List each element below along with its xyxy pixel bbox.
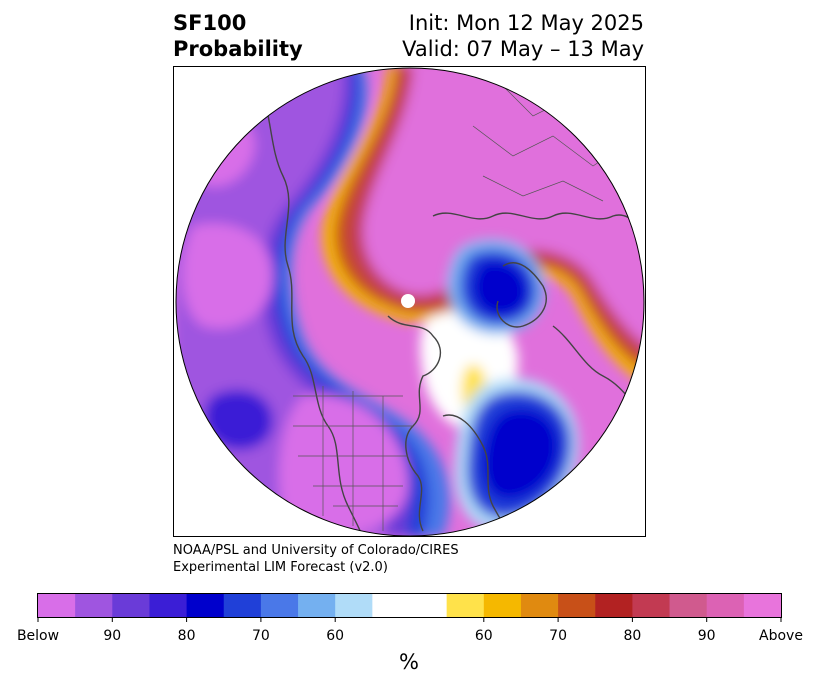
colorbar-cell-above-0	[446, 594, 485, 617]
init-date: Init: Mon 12 May 2025	[408, 11, 644, 35]
colorbar-cell-above-8	[743, 594, 782, 617]
colorbar-cell-above-2	[520, 594, 559, 617]
colorbar-cell-above-1	[483, 594, 522, 617]
colorbar-cell-above-3	[558, 594, 596, 617]
colorbar-tick-label: 70	[549, 628, 568, 644]
credit: NOAA/PSL and University of Colorado/CIRE…	[173, 542, 459, 576]
colorbar-tick-label: 80	[623, 628, 642, 644]
colorbar-cell-below-0	[38, 594, 76, 617]
colorbar-cell-below-6	[260, 594, 299, 617]
colorbar-cell-below-5	[223, 594, 262, 617]
variable-name: SF100	[173, 11, 247, 35]
colorbar-tick-label: Below	[16, 628, 60, 644]
title-right: Init: Mon 12 May 2025 Valid: 07 May – 13…	[402, 10, 644, 62]
colorbar-tick-label: 60	[474, 628, 493, 644]
coastlines	[252, 70, 644, 536]
colorbar-tick-label: 80	[177, 628, 196, 644]
colorbar-cell-below-4	[186, 594, 225, 617]
colorbar-cell-below-7	[298, 594, 336, 617]
colorbar-unit: %	[399, 650, 419, 674]
colorbar-cell-above-4	[595, 594, 633, 617]
colorbar	[37, 593, 782, 622]
colorbar-cell-above-5	[632, 594, 671, 617]
colorbar-cell-neutral	[372, 594, 448, 617]
colorbar-frame	[37, 593, 782, 618]
colorbar-cell-below-1	[75, 594, 113, 617]
colorbar-tick-label: 90	[697, 628, 716, 644]
colorbar-tick-label: 70	[251, 628, 270, 644]
probability-map	[173, 66, 646, 537]
colorbar-cell-below-8	[335, 594, 373, 617]
globe-boundary	[175, 67, 645, 537]
colorbar-tick-label: 90	[103, 628, 122, 644]
title-left: SF100 Probability	[173, 10, 303, 62]
valid-range: Valid: 07 May – 13 May	[402, 37, 644, 61]
colorbar-cell-above-7	[706, 594, 745, 617]
colorbar-cell-below-2	[112, 594, 151, 617]
colorbar-tick-label: 60	[326, 628, 345, 644]
colorbar-cell-above-6	[669, 594, 708, 617]
quantity-name: Probability	[173, 37, 303, 61]
colorbar-tick-label: Above	[759, 628, 803, 644]
pole-marker	[401, 294, 415, 308]
colorbar-cell-below-3	[149, 594, 188, 617]
credit-model: Experimental LIM Forecast (v2.0)	[173, 560, 388, 575]
credit-institution: NOAA/PSL and University of Colorado/CIRE…	[173, 543, 459, 558]
